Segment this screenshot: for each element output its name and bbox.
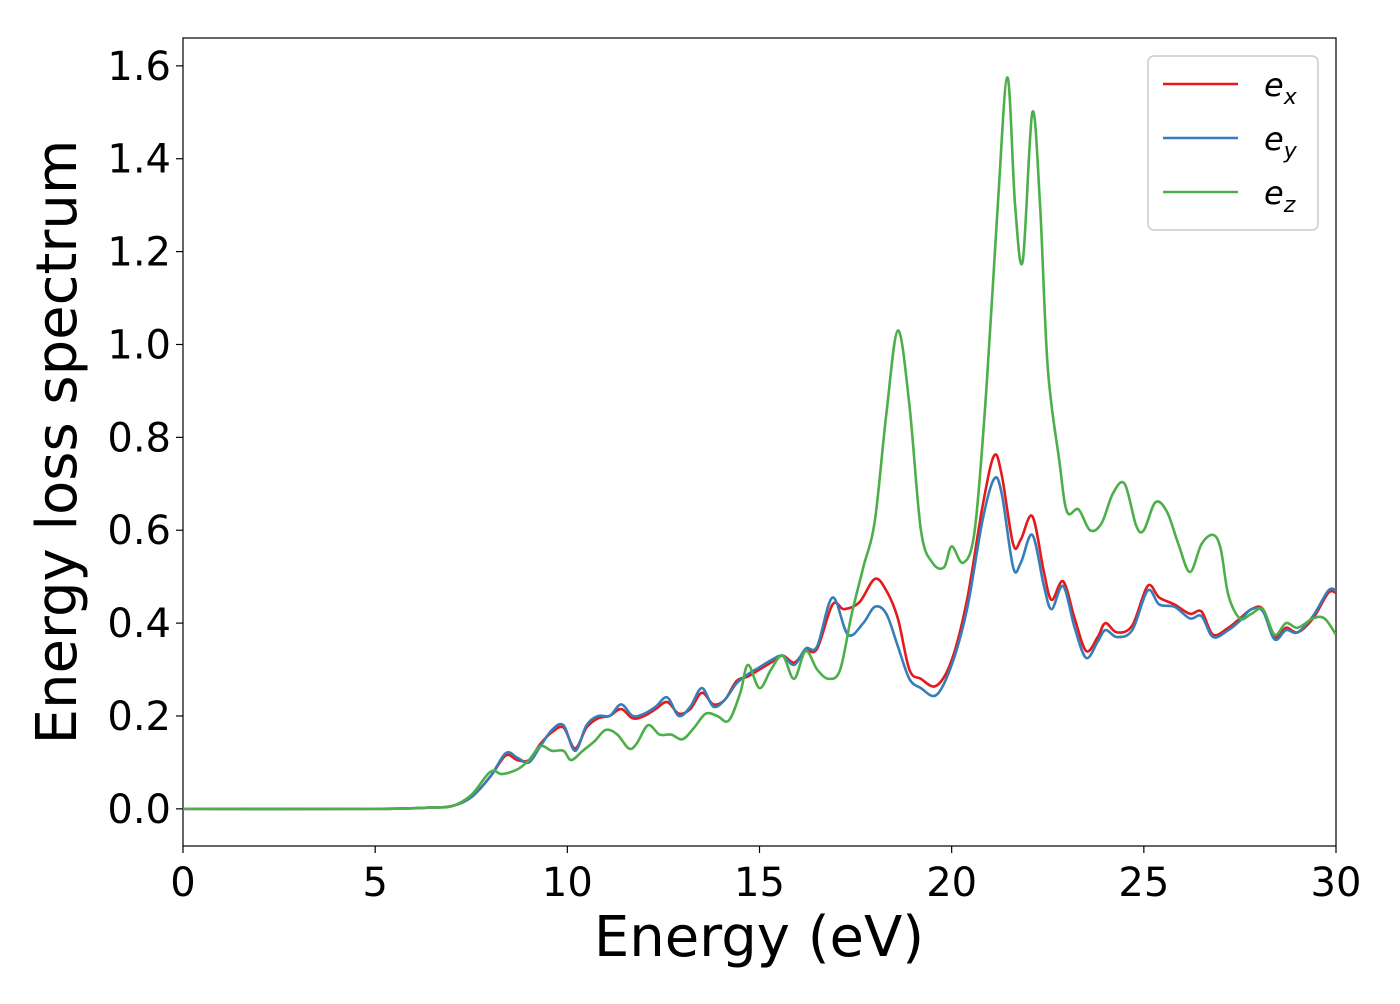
y-axis-ticks: 0.0 0.2 0.4 0.6 0.8 1.0 1.2 1.4 1.6 [107,44,183,833]
x-tick-label: 5 [362,860,387,906]
series-line-e-y [183,476,1336,811]
series-line-e-x [183,453,1336,811]
y-tick-label: 1.2 [107,230,171,276]
x-tick-label: 15 [734,860,785,906]
series-lines [183,76,1336,811]
y-tick-label: 0.0 [107,787,171,833]
y-tick-label: 0.8 [107,415,171,461]
x-tick-label: 25 [1118,860,1169,906]
x-tick-label: 30 [1311,860,1362,906]
y-tick-label: 1.4 [107,137,171,183]
y-tick-label: 0.4 [107,601,171,647]
x-axis-label: Energy (eV) [594,905,924,970]
legend-label-subscript: x [1283,85,1298,110]
legend-label-main: e [1264,66,1284,104]
legend-label-main: e [1264,120,1284,158]
legend-label-subscript: y [1283,139,1298,164]
y-tick-label: 1.0 [107,322,171,368]
legend-label-main: e [1264,174,1284,212]
legend-label-e-x: ex [1264,66,1298,110]
series-line-e-z [183,76,1336,811]
x-axis-ticks: 0 5 10 15 20 25 30 [170,846,1361,906]
legend-label-e-y: ey [1264,120,1298,164]
y-tick-label: 0.2 [107,694,171,740]
x-tick-label: 10 [542,860,593,906]
legend-label-subscript: z [1283,193,1296,218]
x-tick-label: 20 [926,860,977,906]
plot-area [182,37,1337,847]
legend-label-e-z: ez [1264,174,1296,218]
y-axis-label: Energy loss spectrum [25,140,90,745]
legend-box [1147,55,1319,231]
y-tick-label: 0.6 [107,508,171,554]
y-tick-label: 1.6 [107,44,171,90]
x-tick-label: 0 [170,860,195,906]
